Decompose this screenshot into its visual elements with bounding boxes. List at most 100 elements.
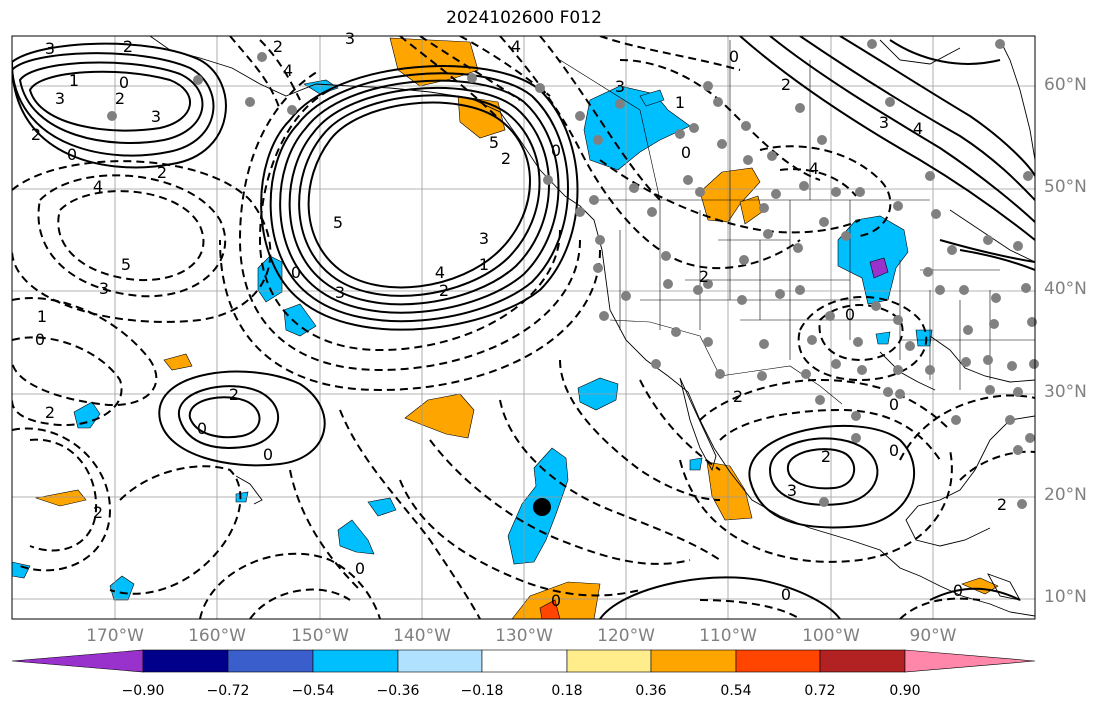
map-title: 2024102600 F012 bbox=[446, 8, 602, 28]
contour-label: 3 bbox=[479, 229, 489, 248]
contour-label: 0 bbox=[355, 559, 365, 578]
contour-label: 1 bbox=[675, 93, 685, 112]
lon-label: 170°W bbox=[86, 626, 144, 646]
contour-label: 3 bbox=[879, 113, 889, 132]
lon-label: 100°W bbox=[802, 626, 860, 646]
colorbar-tick-label: −0.90 bbox=[121, 683, 165, 699]
contour-label: 0 bbox=[35, 330, 45, 349]
contour-labels: 3 2 1 0 3 2 3 2 0 4 2 5 3 1 0 4 3 2 3 1 … bbox=[31, 29, 1007, 610]
blue-shade bbox=[337, 519, 375, 555]
contour-label: 4 bbox=[511, 37, 521, 56]
contour-label: 2 bbox=[781, 75, 791, 94]
contour-label: 2 bbox=[501, 149, 511, 168]
contour-label: 5 bbox=[489, 133, 499, 152]
contour-label: 1 bbox=[69, 71, 79, 90]
dashed-contours bbox=[12, 36, 1035, 619]
contour-label: 2 bbox=[229, 385, 239, 404]
contour-label: 2 bbox=[45, 403, 55, 422]
contour-label: 4 bbox=[283, 61, 293, 80]
colorbar-tick-label: 0.18 bbox=[551, 683, 583, 699]
colorbar-segment bbox=[142, 649, 229, 673]
colorbar-extend-low bbox=[11, 649, 144, 673]
contour-label: 3 bbox=[151, 107, 161, 126]
contour-label: 2 bbox=[733, 387, 743, 406]
colorbar-tick-label: 0.54 bbox=[720, 683, 752, 699]
lon-label: 160°W bbox=[188, 626, 246, 646]
orange-shade bbox=[961, 577, 999, 595]
lon-label: 110°W bbox=[699, 626, 757, 646]
contour-label: 0 bbox=[845, 305, 855, 324]
colorbar-tick-label: 0.36 bbox=[635, 683, 667, 699]
colorbar-segment bbox=[397, 649, 483, 673]
coastlines bbox=[149, 36, 1035, 617]
blue-shade bbox=[915, 329, 933, 347]
lat-label: 40°N bbox=[1044, 279, 1087, 299]
blue-shade bbox=[73, 401, 101, 429]
blue-shade bbox=[639, 89, 665, 107]
plot-frame bbox=[11, 35, 1036, 620]
colorbar-segment bbox=[735, 649, 821, 673]
lat-label: 10°N bbox=[1044, 587, 1087, 607]
contour-label: 0 bbox=[729, 47, 739, 66]
contour-label: 0 bbox=[119, 73, 129, 92]
lon-label: 120°W bbox=[597, 626, 655, 646]
blue-shade bbox=[12, 561, 31, 579]
contour-label: 2 bbox=[273, 37, 283, 56]
contour-label: 3 bbox=[615, 77, 625, 96]
purple-shade bbox=[869, 257, 889, 279]
contour-label: 4 bbox=[913, 119, 923, 138]
colorbar-segment bbox=[227, 649, 314, 673]
colorbar bbox=[11, 649, 1036, 673]
colorbar-tick-label: −0.54 bbox=[291, 683, 335, 699]
lat-label: 30°N bbox=[1044, 382, 1087, 402]
contour-label: 2 bbox=[31, 125, 41, 144]
contour-label: 5 bbox=[333, 213, 343, 232]
blue-shade bbox=[367, 497, 397, 517]
storm-marker bbox=[533, 498, 551, 516]
contour-label: 1 bbox=[37, 307, 47, 326]
contour-label: 4 bbox=[809, 159, 819, 178]
orange-shade bbox=[511, 581, 601, 619]
colorbar-tick-label: −0.18 bbox=[460, 683, 504, 699]
contour-label: 0 bbox=[197, 419, 207, 438]
contour-label: 3 bbox=[787, 481, 797, 500]
contour-label: 2 bbox=[123, 37, 133, 56]
contour-label: 3 bbox=[45, 39, 55, 58]
contour-label: 0 bbox=[889, 441, 899, 460]
colorbar-tick-label: −0.36 bbox=[376, 683, 420, 699]
blue-shade bbox=[689, 457, 703, 471]
orange-shade bbox=[163, 353, 193, 371]
colorbar-segment bbox=[481, 649, 568, 673]
contour-label: 3 bbox=[345, 29, 355, 48]
orange-shade bbox=[706, 461, 753, 521]
orange-shade bbox=[34, 489, 87, 507]
lat-label: 60°N bbox=[1044, 75, 1087, 95]
contour-label: 0 bbox=[781, 585, 791, 604]
contour-label: 0 bbox=[681, 143, 691, 162]
blue-shade bbox=[875, 331, 891, 345]
lon-label: 140°W bbox=[393, 626, 451, 646]
lat-label: 50°N bbox=[1044, 177, 1087, 197]
contour-label: 2 bbox=[439, 281, 449, 300]
solid-contours bbox=[12, 36, 1035, 619]
contour-label: 0 bbox=[889, 395, 899, 414]
contour-label: 3 bbox=[99, 279, 109, 298]
contour-label: 0 bbox=[263, 445, 273, 464]
blue-shade bbox=[109, 575, 135, 601]
colorbar-tick-label: 0.72 bbox=[804, 683, 836, 699]
contour-label: 0 bbox=[551, 141, 561, 160]
contour-label: 5 bbox=[121, 255, 131, 274]
contour-label: 1 bbox=[479, 255, 489, 274]
colorbar-segment bbox=[819, 649, 906, 673]
contour-label: 2 bbox=[821, 447, 831, 466]
contour-label: 2 bbox=[115, 89, 125, 108]
colorbar-segment bbox=[650, 649, 737, 673]
colorbar-segment bbox=[566, 649, 652, 673]
contour-label: 3 bbox=[335, 283, 345, 302]
contour-label: 2 bbox=[93, 503, 103, 522]
political-borders bbox=[559, 40, 1035, 405]
contour-label: 0 bbox=[67, 145, 77, 164]
blue-shade bbox=[583, 85, 691, 171]
contour-label: 0 bbox=[953, 581, 963, 600]
